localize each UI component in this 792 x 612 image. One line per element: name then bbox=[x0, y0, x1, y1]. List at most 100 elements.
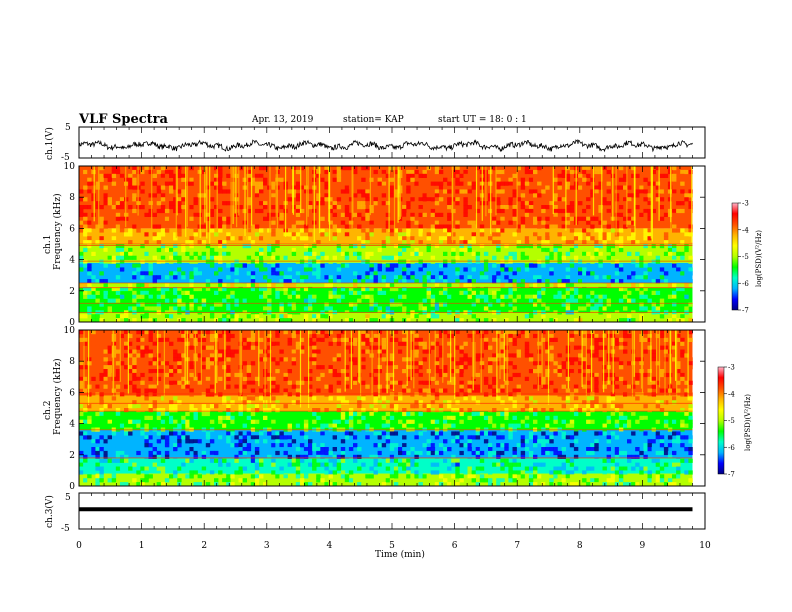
spectrogram-cell bbox=[598, 181, 603, 186]
spectrogram-cell bbox=[103, 384, 108, 389]
spectrogram-cell bbox=[528, 357, 534, 362]
spectrogram-cell bbox=[365, 318, 370, 323]
spectrogram-cell bbox=[443, 263, 448, 268]
spectrogram-cell bbox=[541, 286, 546, 292]
spectrogram-cell bbox=[83, 400, 88, 405]
spectrogram-cell bbox=[598, 337, 603, 342]
spectrogram-cell bbox=[471, 302, 476, 307]
spectrogram-cell bbox=[406, 259, 411, 264]
spectrogram-cell bbox=[647, 365, 652, 370]
spectrogram-cell bbox=[263, 290, 268, 295]
spectrogram-cell bbox=[426, 197, 431, 202]
spectrogram-cell bbox=[328, 220, 333, 225]
spectrogram-cell bbox=[418, 240, 423, 245]
spectrogram-cell bbox=[152, 251, 157, 256]
spectrogram-cell bbox=[271, 423, 276, 428]
spectrogram-cell bbox=[680, 314, 685, 319]
spectrogram-cell bbox=[451, 369, 456, 374]
spectrogram-cell bbox=[385, 314, 391, 319]
spectrogram-cell bbox=[569, 201, 575, 206]
spectrogram-cell bbox=[402, 251, 407, 256]
spectrogram-cell bbox=[173, 306, 178, 311]
spectrogram-cell bbox=[246, 408, 252, 413]
spectrogram-cell bbox=[565, 415, 571, 420]
spectrogram-cell bbox=[512, 337, 517, 342]
spectrogram-cell bbox=[586, 365, 591, 370]
spectrogram-cell bbox=[357, 251, 362, 256]
spectrogram-cell bbox=[152, 275, 157, 280]
spectrogram-cell bbox=[520, 255, 526, 260]
spectrogram-cell bbox=[279, 189, 284, 194]
spectrogram-cell bbox=[602, 306, 607, 311]
spectrogram-cell bbox=[655, 251, 661, 256]
spectrogram-cell bbox=[578, 267, 583, 272]
spectrogram-cell bbox=[140, 205, 145, 210]
spectrogram-cell bbox=[672, 294, 677, 299]
spectrogram-cell bbox=[308, 201, 313, 206]
spectrogram-cell bbox=[627, 166, 632, 171]
spectrogram-cell bbox=[516, 372, 521, 378]
spectrogram-cell bbox=[271, 240, 276, 245]
spectrogram-cell bbox=[344, 337, 350, 342]
spectrogram-cell bbox=[275, 263, 280, 268]
spectrogram-cell bbox=[512, 388, 517, 393]
spectrogram-cell bbox=[177, 380, 182, 385]
spectrogram-cell bbox=[512, 408, 517, 413]
spectrogram-cell bbox=[144, 314, 149, 319]
spectrogram-cell bbox=[590, 380, 595, 385]
spectrogram-cell bbox=[144, 271, 149, 276]
spectrogram-cell bbox=[606, 208, 611, 214]
spectrogram-cell bbox=[119, 228, 125, 233]
spectrogram-cell bbox=[148, 330, 153, 335]
spectrogram-cell bbox=[336, 361, 342, 366]
ch1-colorbar: -3-4-5-6-7 log(PSD)(V²/Hz) bbox=[731, 200, 763, 315]
spectrogram-cell bbox=[471, 314, 476, 319]
spectrogram-cell bbox=[520, 267, 526, 272]
spectrogram-cell bbox=[140, 181, 145, 186]
spectrogram-cell bbox=[418, 431, 423, 436]
spectrogram-streak bbox=[125, 166, 127, 228]
spectrogram-cell bbox=[443, 185, 448, 190]
spectrogram-streak bbox=[175, 166, 177, 238]
spectrogram-cell bbox=[144, 361, 149, 366]
spectrogram-cell bbox=[173, 271, 178, 276]
spectrogram-cell bbox=[414, 220, 419, 225]
spectrogram-cell bbox=[320, 318, 325, 323]
spectrogram-cell bbox=[189, 404, 194, 409]
spectrogram-cell bbox=[169, 216, 174, 221]
spectrogram-cell bbox=[316, 177, 321, 182]
spectrogram-cell bbox=[512, 240, 517, 245]
spectrogram-cell bbox=[410, 372, 415, 378]
spectrogram-cell bbox=[263, 255, 268, 260]
spectrogram-cell bbox=[655, 404, 661, 409]
spectrogram-cell bbox=[348, 415, 354, 420]
spectrogram-cell bbox=[406, 244, 411, 249]
spectrogram-cell bbox=[312, 271, 317, 276]
spectrogram-cell bbox=[459, 357, 464, 362]
spectrogram-cell bbox=[606, 232, 611, 237]
spectrogram-cell bbox=[132, 224, 137, 229]
spectrogram-cell bbox=[471, 435, 476, 440]
spectrogram-cell bbox=[287, 439, 292, 444]
spectrogram-cell bbox=[189, 372, 194, 378]
spectrogram-cell bbox=[676, 267, 681, 272]
spectrogram-cell bbox=[492, 212, 497, 217]
spectrogram-cell bbox=[684, 353, 689, 358]
spectrogram-cell bbox=[524, 314, 530, 319]
spectrogram-cell bbox=[91, 302, 96, 307]
spectrogram-cell bbox=[565, 220, 571, 225]
spectrogram-cell bbox=[124, 415, 129, 420]
spectrogram-cell bbox=[365, 216, 370, 221]
spectrogram-cell bbox=[299, 330, 305, 335]
spectrogram-cell bbox=[201, 392, 207, 397]
spectrogram-cell bbox=[177, 369, 182, 374]
spectrogram-cell bbox=[169, 415, 174, 420]
spectrogram-cell bbox=[83, 423, 88, 428]
spectrogram-cell bbox=[148, 232, 153, 237]
spectrogram-cell bbox=[164, 388, 170, 393]
spectrogram-cell bbox=[152, 341, 157, 346]
spectrogram-cell bbox=[214, 318, 219, 323]
spectrogram-cell bbox=[528, 236, 534, 241]
spectrogram-cell bbox=[414, 314, 419, 319]
spectrogram-cell bbox=[83, 388, 88, 393]
